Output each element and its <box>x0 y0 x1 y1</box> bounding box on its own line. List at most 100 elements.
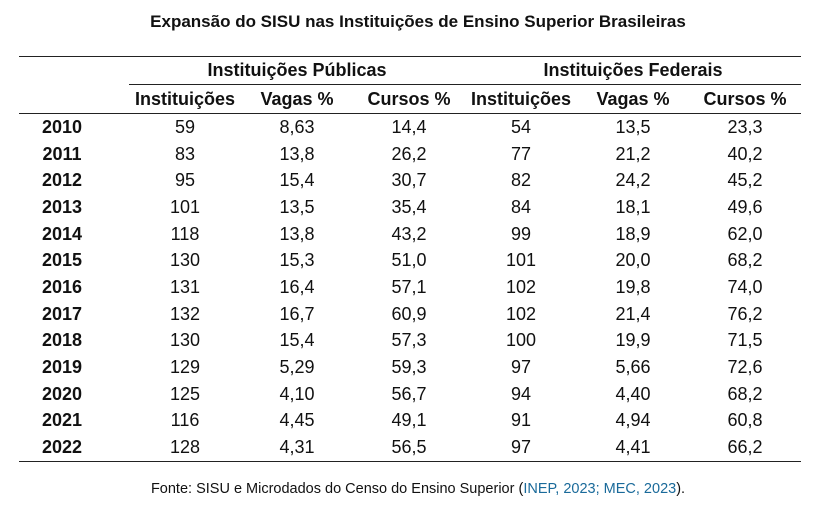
table-body: 2010 59 8,63 14,4 54 13,5 23,3 2011 83 13,8 26,2 77… <box>19 114 801 462</box>
table-row: 2022 128 4,31 56,5 97 4,41 66,2 <box>19 434 801 462</box>
row-year: 2022 <box>19 434 129 462</box>
table-cell: 4,31 <box>241 434 353 462</box>
row-year: 2019 <box>41 357 83 378</box>
table-cell: 49,6 <box>727 196 763 217</box>
table-cell: 35,4 <box>391 196 427 217</box>
table-cell: 77 <box>510 143 532 164</box>
column-header: Instituições <box>129 84 241 114</box>
table-cell: 130 <box>169 330 201 351</box>
group-header-row: Instituições Públicas Instituições Feder… <box>19 56 801 85</box>
table-cell: 8,63 <box>279 116 315 137</box>
table-cell: 51,0 <box>391 250 427 271</box>
table-cell: 57,1 <box>391 276 427 297</box>
table-cell: 101 <box>169 196 201 217</box>
row-year: 2015 <box>41 250 83 271</box>
table-cell: 5,66 <box>615 357 651 378</box>
source-note: Fonte: SISU e Microdados do Censo do Ens… <box>0 481 836 497</box>
table-cell: 24,2 <box>615 170 651 191</box>
table-cell: 60,9 <box>391 303 427 324</box>
table-cell: 15,4 <box>279 170 315 191</box>
table-cell: 13,5 <box>279 196 315 217</box>
data-table: Instituições Públicas Instituições Feder… <box>19 56 801 462</box>
table-cell: 15,4 <box>279 330 315 351</box>
table-cell: 101 <box>505 250 537 271</box>
column-header: Instituições <box>465 84 577 114</box>
table-cell: 76,2 <box>727 303 763 324</box>
table-row: 2012 95 15,4 30,7 82 24,2 45,2 <box>19 167 801 194</box>
table-cell: 49,1 <box>391 410 427 431</box>
table-cell: 56,7 <box>391 383 427 404</box>
table-cell: 20,0 <box>615 250 651 271</box>
table-cell: 13,8 <box>279 143 315 164</box>
table-cell: 19,9 <box>615 330 651 351</box>
table-row: 2011 83 13,8 26,2 77 21,2 40,2 <box>19 141 801 168</box>
row-year: 2011 <box>42 143 82 164</box>
row-year: 2021 <box>41 410 83 431</box>
table-cell: 62,0 <box>727 223 763 244</box>
table-cell: 4,40 <box>615 383 651 404</box>
table-cell: 66,2 <box>689 434 801 462</box>
table-cell: 95 <box>174 170 196 191</box>
row-year: 2012 <box>41 170 83 191</box>
table-cell: 4,94 <box>615 410 651 431</box>
table-cell: 45,2 <box>727 170 763 191</box>
table-cell: 4,45 <box>279 410 315 431</box>
table-cell: 14,4 <box>391 116 427 137</box>
table-cell: 71,5 <box>727 330 763 351</box>
source-citation-link[interactable]: INEP, 2023; MEC, 2023 <box>523 481 677 497</box>
table-cell: 129 <box>169 357 201 378</box>
table-cell: 40,2 <box>727 143 763 164</box>
table-cell: 132 <box>169 303 201 324</box>
row-year: 2020 <box>41 383 83 404</box>
table-cell: 19,8 <box>615 276 651 297</box>
column-header: Cursos % <box>689 84 801 114</box>
table-cell: 23,3 <box>727 116 763 137</box>
table-row: 2019 129 5,29 59,3 97 5,66 72,6 <box>19 354 801 381</box>
table-cell: 18,9 <box>615 223 651 244</box>
table-cell: 118 <box>170 223 200 244</box>
row-year: 2013 <box>41 196 83 217</box>
table-cell: 97 <box>465 434 577 462</box>
row-year: 2014 <box>41 223 83 244</box>
table-cell: 56,5 <box>353 434 465 462</box>
table-cell: 59 <box>174 116 196 137</box>
table-cell: 97 <box>510 357 532 378</box>
table-cell: 100 <box>505 330 537 351</box>
table-cell: 4,41 <box>577 434 689 462</box>
table-cell: 125 <box>169 383 201 404</box>
table-cell: 13,5 <box>615 116 651 137</box>
table-cell: 94 <box>510 383 532 404</box>
group-header-publicas: Instituições Públicas <box>129 56 465 85</box>
row-year: 2017 <box>41 303 83 324</box>
table-cell: 16,7 <box>279 303 315 324</box>
column-header-row: Instituições Vagas % Cursos % Instituiçõ… <box>19 84 801 114</box>
table-row: 2010 59 8,63 14,4 54 13,5 23,3 <box>19 114 801 141</box>
table-cell: 82 <box>510 170 532 191</box>
table-row: 2020 125 4,10 56,7 94 4,40 68,2 <box>19 381 801 408</box>
column-header: Vagas % <box>241 84 353 114</box>
year-header-blank-2 <box>19 84 129 114</box>
table-row: 2016 131 16,4 57,1 102 19,8 74,0 <box>19 274 801 301</box>
table-cell: 102 <box>505 276 537 297</box>
table-caption: Expansão do SISU nas Instituições de Ens… <box>150 12 686 31</box>
source-prefix: Fonte: SISU e Microdados do Censo do Ens… <box>150 481 524 497</box>
source-suffix: ). <box>676 481 686 497</box>
table-row: 2018 130 15,4 57,3 100 19,9 71,5 <box>19 328 801 355</box>
table-cell: 5,29 <box>279 357 315 378</box>
table-row: 2017 132 16,7 60,9 102 21,4 76,2 <box>19 301 801 328</box>
table-cell: 72,6 <box>727 357 763 378</box>
table-cell: 16,4 <box>279 276 315 297</box>
table-cell: 60,8 <box>727 410 763 431</box>
table-cell: 57,3 <box>391 330 427 351</box>
table-cell: 83 <box>174 143 196 164</box>
table-cell: 54 <box>510 116 532 137</box>
table-cell: 99 <box>510 223 532 244</box>
group-header-federais: Instituições Federais <box>465 56 801 85</box>
table-cell: 30,7 <box>391 170 427 191</box>
table-cell: 102 <box>505 303 537 324</box>
table-row: 2013 101 13,5 35,4 84 18,1 49,6 <box>19 194 801 221</box>
table-cell: 21,2 <box>615 143 651 164</box>
table-cell: 68,2 <box>727 383 763 404</box>
table-cell: 91 <box>510 410 532 431</box>
table-cell: 68,2 <box>727 250 763 271</box>
